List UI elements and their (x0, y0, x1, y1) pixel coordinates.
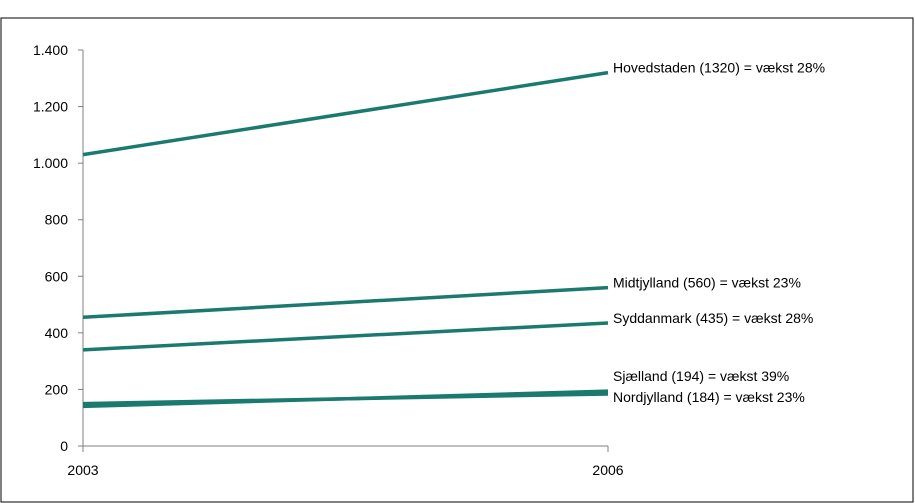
x-ticks: 2003 2006 (67, 446, 624, 478)
series-line (82, 392, 609, 406)
y-tick-label: 800 (45, 212, 69, 228)
series-label: Midtjylland (560) = vækst 23% (613, 275, 801, 291)
series-line (82, 285, 609, 320)
series-label: Sjælland (194) = vækst 39% (613, 368, 789, 384)
series-lines (82, 70, 609, 409)
x-tick-label: 2006 (592, 462, 623, 478)
series-line (82, 70, 609, 157)
y-ticks: 0 200 400 600 800 1.000 1.200 1.400 (33, 42, 83, 454)
series-line (82, 321, 609, 352)
series-label: Syddanmark (435) = vækst 28% (613, 310, 813, 326)
series-label: Nordjylland (184) = vækst 23% (613, 389, 805, 405)
y-tick-label: 200 (45, 381, 69, 397)
series-label: Hovedstaden (1320) = vækst 28% (613, 60, 825, 76)
y-tick-label: 600 (45, 268, 69, 284)
y-tick-label: 1.400 (33, 42, 68, 58)
series-labels: Hovedstaden (1320) = vækst 28% Midtjyllan… (613, 60, 825, 405)
y-tick-label: 400 (45, 325, 69, 341)
x-tick-label: 2003 (67, 462, 98, 478)
chart-frame (0, 17, 914, 503)
y-tick-label: 0 (60, 438, 68, 454)
y-tick-label: 1.200 (33, 99, 68, 115)
y-tick-label: 1.000 (33, 155, 68, 171)
